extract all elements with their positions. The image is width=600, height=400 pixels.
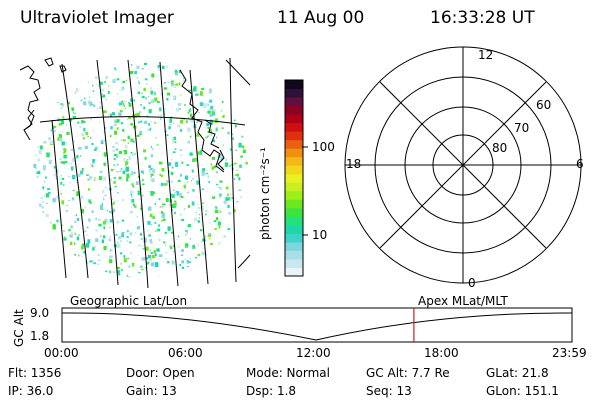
info-glon: GLon: 151.1 bbox=[486, 384, 559, 398]
info-gain: Gain: 13 bbox=[126, 384, 177, 398]
coastline bbox=[19, 57, 225, 173]
lat-label-70: 70 bbox=[514, 121, 530, 135]
info-gcalt: GC Alt: 7.7 Re bbox=[366, 366, 450, 380]
alt-ytick-1: 1.8 bbox=[30, 329, 50, 343]
info-glat: GLat: 21.8 bbox=[486, 366, 549, 380]
info-mode: Mode: Normal bbox=[246, 366, 330, 380]
uv-image-panel bbox=[19, 57, 251, 289]
colorbar-tick-100: 100 bbox=[312, 140, 335, 154]
alt-xtick-4: 23:59 bbox=[552, 346, 587, 360]
geographic-label: Geographic Lat/Lon bbox=[70, 294, 188, 308]
apex-label: Apex MLat/MLT bbox=[418, 294, 508, 308]
info-dsp: Dsp: 1.8 bbox=[246, 384, 297, 398]
alt-xtick-2: 12:00 bbox=[296, 346, 331, 360]
time-label: 16:33:28 UT bbox=[430, 8, 535, 28]
color-scale-ticks bbox=[302, 146, 308, 236]
alt-ytick-9: 9.0 bbox=[30, 306, 50, 320]
lat-label-60: 60 bbox=[536, 98, 552, 112]
altitude-curve bbox=[61, 312, 573, 341]
info-flt: Flt: 1356 bbox=[8, 366, 62, 380]
mlt-label-6: 6 bbox=[576, 157, 584, 171]
mlt-label-0: 0 bbox=[468, 276, 476, 290]
mlt-label-12: 12 bbox=[478, 48, 494, 62]
colorbar-unit-label: photon cm⁻²s⁻¹ bbox=[258, 147, 272, 240]
alt-xtick-3: 18:00 bbox=[424, 346, 459, 360]
lat-lon-grid bbox=[39, 57, 251, 289]
mlt-label-18: 18 bbox=[346, 157, 362, 171]
alt-xtick-1: 06:00 bbox=[168, 346, 203, 360]
colorbar-tick-10: 10 bbox=[312, 228, 328, 242]
polar-plot bbox=[344, 46, 582, 284]
info-ip: IP: 36.0 bbox=[8, 384, 54, 398]
color-scale-bar bbox=[284, 79, 304, 277]
instrument-title: Ultraviolet Imager bbox=[20, 8, 174, 28]
altitude-plot bbox=[61, 307, 573, 343]
info-door: Door: Open bbox=[126, 366, 195, 380]
alt-ylabel: GC Alt bbox=[12, 309, 26, 347]
lat-label-80: 80 bbox=[492, 141, 508, 155]
date-label: 11 Aug 00 bbox=[277, 8, 365, 28]
alt-xtick-0: 00:00 bbox=[44, 346, 79, 360]
info-seq: Seq: 13 bbox=[366, 384, 412, 398]
